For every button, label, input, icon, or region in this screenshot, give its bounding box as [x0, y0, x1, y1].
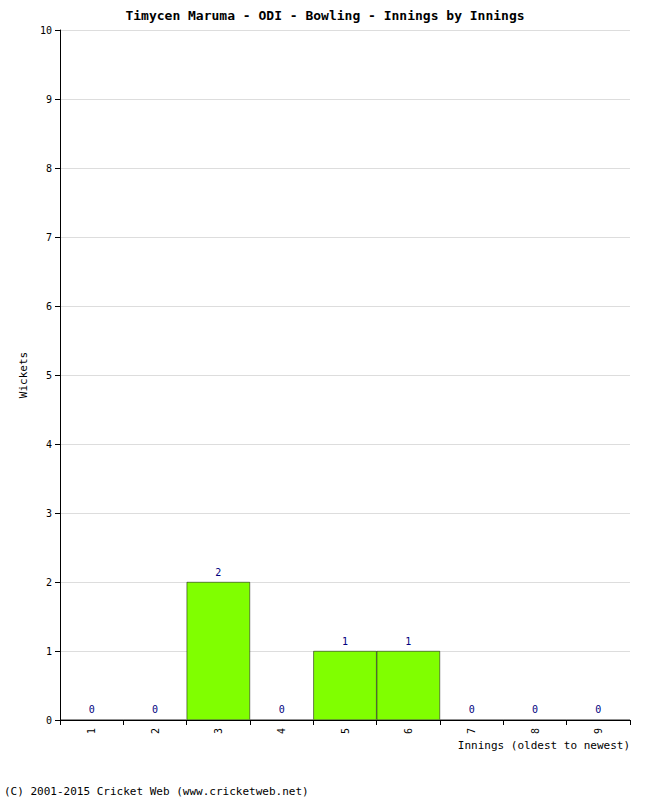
- svg-text:5: 5: [46, 370, 52, 381]
- svg-text:9: 9: [46, 94, 52, 105]
- svg-text:2: 2: [215, 567, 221, 578]
- svg-text:0: 0: [46, 715, 52, 726]
- svg-text:0: 0: [152, 704, 158, 715]
- svg-text:6: 6: [403, 728, 414, 734]
- svg-text:2: 2: [46, 577, 52, 588]
- svg-text:5: 5: [340, 728, 351, 734]
- svg-text:1: 1: [405, 636, 411, 647]
- svg-text:0: 0: [279, 704, 285, 715]
- svg-text:0: 0: [532, 704, 538, 715]
- svg-text:8: 8: [46, 163, 52, 174]
- svg-text:1: 1: [46, 646, 52, 657]
- svg-text:0: 0: [469, 704, 475, 715]
- svg-text:1: 1: [342, 636, 348, 647]
- svg-text:Innings (oldest to newest): Innings (oldest to newest): [458, 739, 630, 752]
- svg-text:7: 7: [466, 728, 477, 734]
- svg-text:Wickets: Wickets: [17, 352, 30, 398]
- svg-text:3: 3: [46, 508, 52, 519]
- svg-text:7: 7: [46, 232, 52, 243]
- svg-text:0: 0: [595, 704, 601, 715]
- svg-text:8: 8: [530, 728, 541, 734]
- svg-text:6: 6: [46, 301, 52, 312]
- svg-text:(C) 2001-2015 Cricket Web (www: (C) 2001-2015 Cricket Web (www.cricketwe…: [4, 785, 309, 798]
- svg-text:4: 4: [46, 439, 52, 450]
- svg-text:3: 3: [213, 728, 224, 734]
- svg-text:1: 1: [86, 728, 97, 734]
- svg-text:9: 9: [593, 728, 604, 734]
- svg-text:10: 10: [40, 25, 52, 36]
- svg-text:0: 0: [89, 704, 95, 715]
- svg-text:Timycen Maruma - ODI - Bowling: Timycen Maruma - ODI - Bowling - Innings…: [125, 8, 524, 23]
- svg-text:4: 4: [276, 728, 287, 734]
- svg-text:2: 2: [150, 728, 161, 734]
